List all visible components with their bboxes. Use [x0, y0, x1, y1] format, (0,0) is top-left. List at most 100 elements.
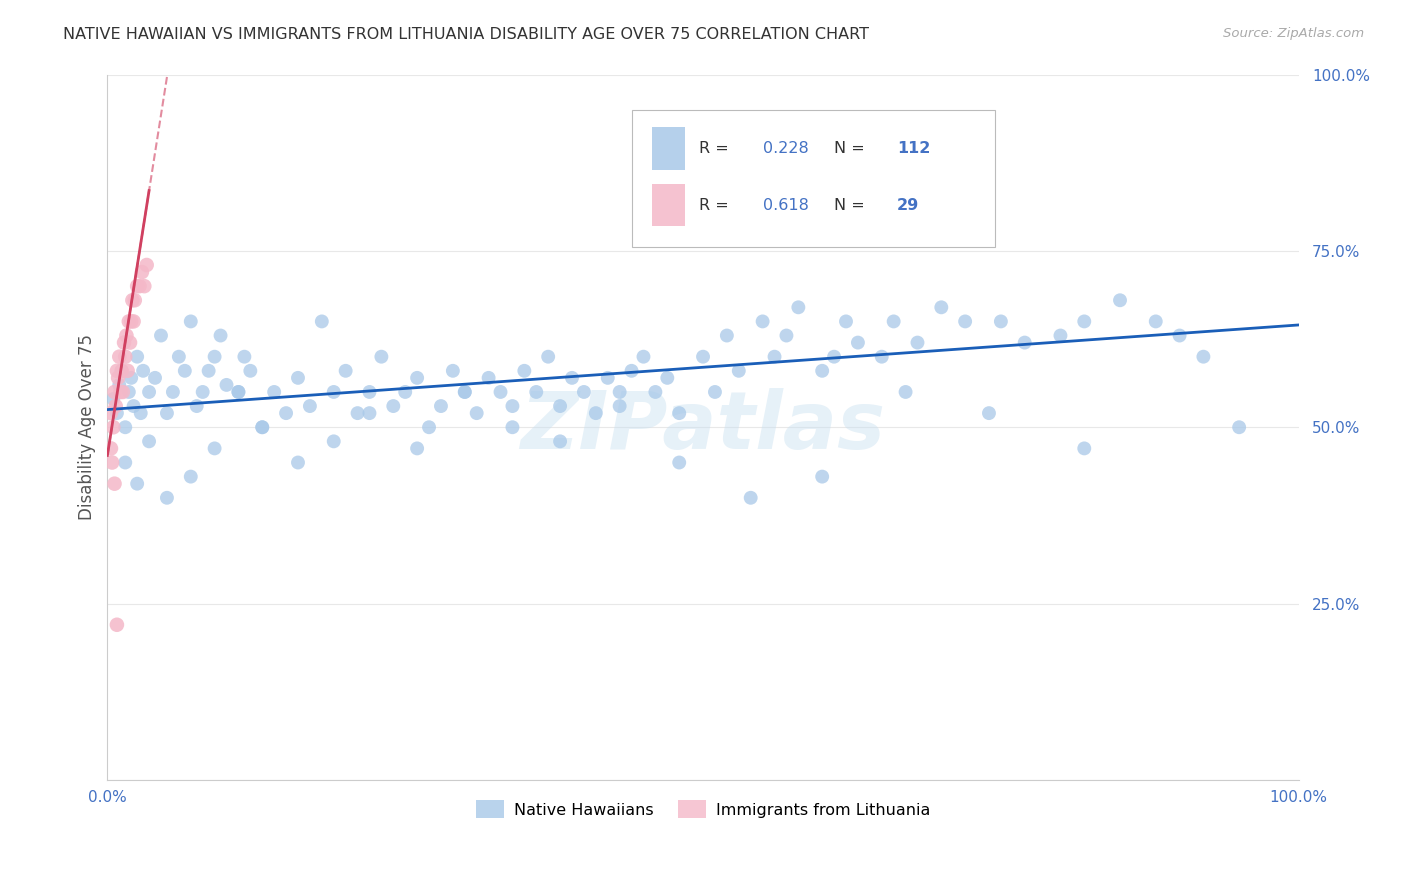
Point [239, 364, 262, 378]
Point [1049, 328, 1071, 343]
Point [609, 384, 631, 399]
Bar [652, 184, 685, 227]
Point [105, 364, 128, 378]
Point [846, 335, 869, 350]
Point [322, 384, 344, 399]
Point [150, 328, 173, 343]
Point [775, 328, 797, 343]
Point [561, 371, 583, 385]
Point [103, 420, 125, 434]
Point [156, 406, 179, 420]
Point [335, 364, 357, 378]
Point [620, 364, 643, 378]
Text: NATIVE HAWAIIAN VS IMMIGRANTS FROM LITHUANIA DISABILITY AGE OVER 75 CORRELATION : NATIVE HAWAIIAN VS IMMIGRANTS FROM LITHU… [63, 27, 869, 42]
Point [287, 371, 309, 385]
Point [406, 371, 429, 385]
Point [644, 384, 666, 399]
Point [1168, 328, 1191, 343]
Point [167, 350, 190, 364]
Point [233, 350, 256, 364]
Point [111, 384, 134, 399]
Point [704, 384, 727, 399]
Point [346, 406, 368, 420]
Point [186, 399, 208, 413]
Point [118, 314, 141, 328]
Legend: Native Hawaiians, Immigrants from Lithuania: Native Hawaiians, Immigrants from Lithua… [470, 794, 936, 825]
Point [359, 384, 381, 399]
Point [870, 350, 893, 364]
Point [138, 384, 160, 399]
Point [1227, 420, 1250, 434]
Y-axis label: Disability Age Over 75: Disability Age Over 75 [79, 334, 96, 520]
Point [127, 350, 149, 364]
Point [127, 279, 149, 293]
Text: ZIPatlas: ZIPatlas [520, 388, 886, 467]
Point [124, 293, 146, 308]
Point [668, 406, 690, 420]
Bar [652, 128, 685, 169]
Point [114, 420, 136, 434]
Point [1073, 442, 1095, 456]
Point [727, 364, 749, 378]
Point [204, 442, 226, 456]
Point [953, 314, 976, 328]
Point [548, 399, 571, 413]
Point [883, 314, 905, 328]
Point [763, 350, 786, 364]
Point [228, 384, 250, 399]
Point [162, 384, 184, 399]
Point [430, 399, 453, 413]
Point [204, 350, 226, 364]
Point [209, 328, 232, 343]
Point [359, 406, 381, 420]
Point [131, 265, 153, 279]
Point [1192, 350, 1215, 364]
Point [501, 420, 523, 434]
Point [465, 406, 488, 420]
Point [1073, 314, 1095, 328]
Point [572, 384, 595, 399]
Point [370, 350, 392, 364]
Point [103, 392, 125, 406]
Point [787, 301, 810, 315]
Point [118, 384, 141, 399]
Point [107, 371, 129, 385]
Point [118, 335, 141, 350]
Point [263, 384, 285, 399]
Point [929, 301, 952, 315]
Point [418, 420, 440, 434]
Point [114, 350, 136, 364]
Point [117, 364, 139, 378]
Point [128, 279, 150, 293]
Point [907, 335, 929, 350]
Point [115, 328, 138, 343]
Point [657, 371, 679, 385]
Point [138, 434, 160, 449]
Point [489, 384, 512, 399]
Point [100, 406, 122, 420]
Text: Source: ZipAtlas.com: Source: ZipAtlas.com [1223, 27, 1364, 40]
Point [252, 420, 274, 434]
Point [197, 364, 219, 378]
Point [111, 364, 134, 378]
Point [633, 350, 655, 364]
Point [134, 279, 156, 293]
Point [122, 399, 145, 413]
Point [823, 350, 845, 364]
Text: 0.618: 0.618 [762, 197, 808, 212]
Point [596, 371, 619, 385]
Point [156, 491, 179, 505]
Point [101, 456, 124, 470]
Point [252, 420, 274, 434]
Point [454, 384, 477, 399]
Point [105, 617, 128, 632]
Point [668, 456, 690, 470]
Point [1144, 314, 1167, 328]
Point [894, 384, 917, 399]
Text: N =: N = [834, 197, 870, 212]
Point [585, 406, 607, 420]
Point [135, 258, 157, 272]
Point [103, 384, 125, 399]
Point [811, 364, 834, 378]
Point [1109, 293, 1132, 308]
